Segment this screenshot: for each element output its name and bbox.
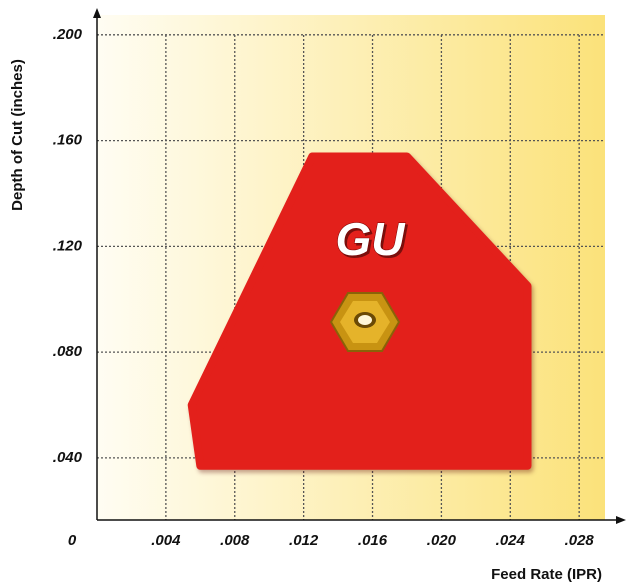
x-tick-label: .024	[496, 532, 526, 549]
x-tick-label: .016	[358, 532, 388, 549]
y-tick-label: .040	[53, 449, 83, 466]
chart: GU Depth of Cut (inches) Feed Rate (IPR)…	[0, 0, 626, 585]
y-tick-label: .160	[53, 132, 83, 149]
x-tick-label: .004	[151, 532, 181, 549]
x-tick-label: .028	[565, 532, 595, 549]
x-axis-label: Feed Rate (IPR)	[491, 566, 602, 583]
x-tick-label: 0	[68, 532, 77, 549]
annotation: GU	[336, 213, 407, 265]
y-tick-label: .120	[53, 237, 83, 254]
x-axis-arrow	[616, 516, 626, 524]
y-tick-label: .080	[53, 343, 83, 360]
y-tick-label: .200	[53, 26, 83, 43]
x-tick-label: .012	[289, 532, 319, 549]
x-tick-label: .008	[220, 532, 250, 549]
y-axis-label: Depth of Cut (inches)	[9, 59, 26, 211]
x-tick-label: .020	[427, 532, 457, 549]
y-axis-arrow	[93, 8, 101, 18]
